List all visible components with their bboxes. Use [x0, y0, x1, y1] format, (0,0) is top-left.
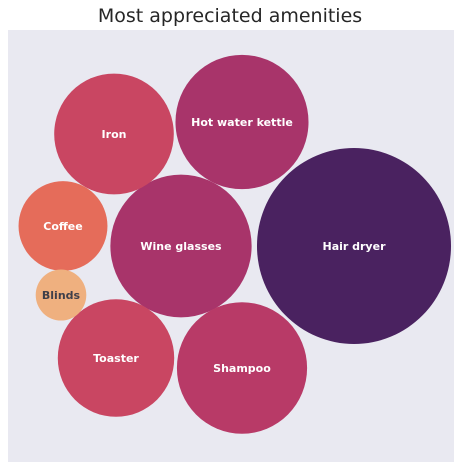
bubble-hot-water-kettle	[175, 54, 309, 190]
bubble-blinds	[35, 269, 87, 321]
bubble-iron	[54, 73, 174, 195]
bubbles: Hair dryer Hot water kettle Wine glasses Sh…	[18, 54, 452, 434]
bubble-shampoo	[176, 302, 308, 434]
bubble-label-blinds: Blinds	[42, 289, 81, 302]
bubble-label-iron: Iron	[102, 128, 127, 141]
bubble-hair-dryer	[256, 148, 452, 344]
bubble-label-hair-dryer: Hair dryer	[322, 240, 386, 253]
bubble-label-coffee: Coffee	[43, 220, 82, 233]
bubble-label-wine-glasses: Wine glasses	[140, 240, 222, 253]
bubble-coffee	[18, 181, 108, 271]
bubble-wine-glasses	[110, 174, 252, 318]
chart-title: Most appreciated amenities	[97, 5, 363, 27]
bubble-label-shampoo: Shampoo	[213, 362, 271, 375]
bubble-label-toaster: Toaster	[93, 352, 139, 365]
bubble-label-hot-water-kettle: Hot water kettle	[191, 116, 293, 129]
bubble-toaster	[57, 299, 175, 417]
